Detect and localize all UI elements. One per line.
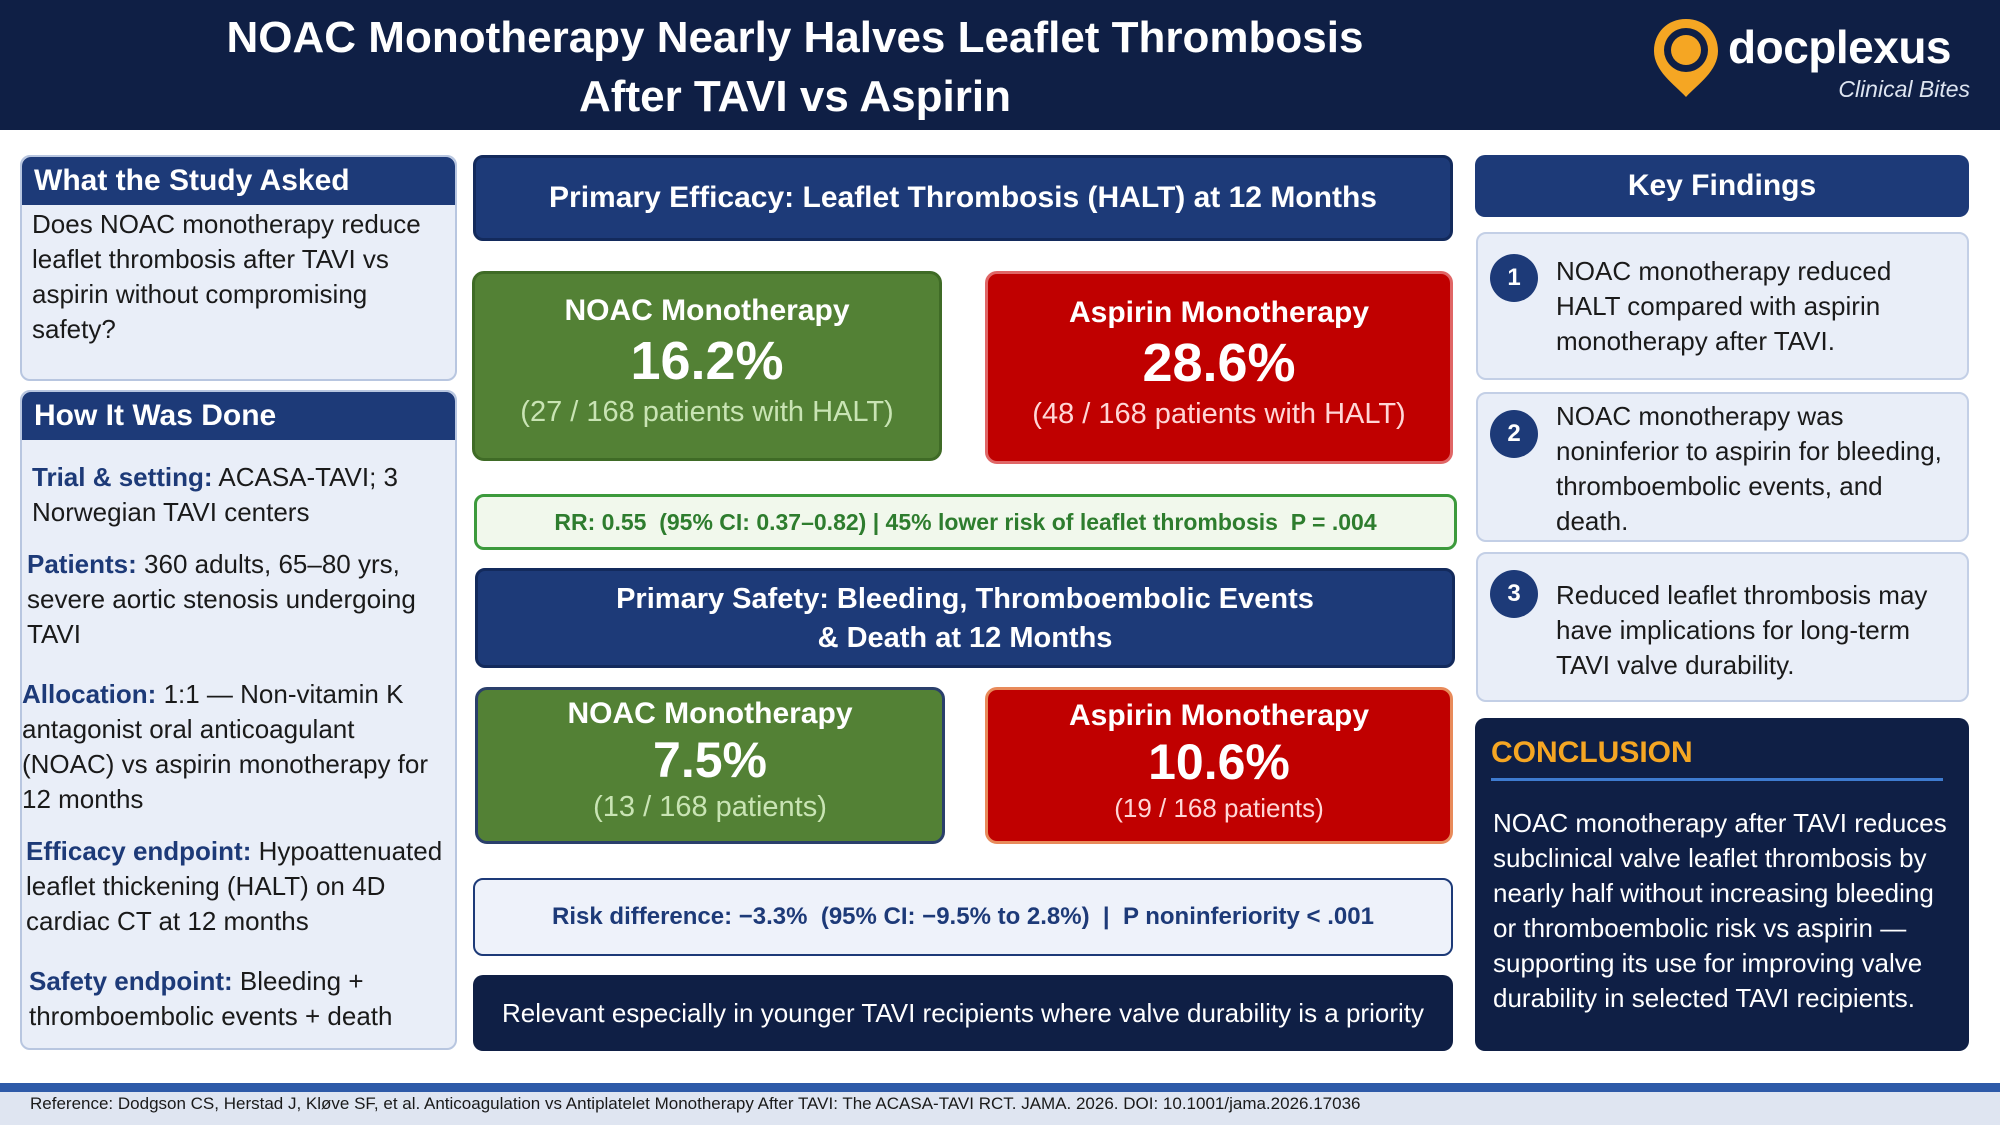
brand-logo: docplexus Clinical Bites — [1650, 14, 1980, 109]
page-title: NOAC Monotherapy Nearly Halves Leaflet T… — [150, 8, 1440, 126]
safety-aspirin-title: Aspirin Monotherapy — [1068, 699, 1369, 732]
safety-aspirin-sub: (19 / 168 patients) — [1114, 793, 1324, 823]
safety-banner-line-2: & Death at 12 Months — [817, 622, 1113, 654]
efficacy-noac-value: 16.2% — [630, 331, 784, 391]
efficacy-aspirin-box: Aspirin Monotherapy 28.6% (48 / 168 pati… — [985, 271, 1453, 464]
efficacy-aspirin-title: Aspirin Monotherapy — [1068, 296, 1369, 329]
methods-value: Hypoattenuated leaflet thickening (HALT)… — [26, 836, 443, 936]
conclusion-heading: CONCLUSION — [1491, 736, 1693, 769]
conclusion-divider — [1491, 778, 1943, 781]
conclusion-text: NOAC monotherapy after TAVI reduces subc… — [1493, 808, 1947, 1013]
relevance-note: Relevant especially in younger TAVI reci… — [473, 975, 1453, 1051]
finding-text: Reduced leaflet thrombosis may have impl… — [1556, 580, 1928, 680]
reference-citation: Reference: Dodgson CS, Herstad J, Kløve … — [30, 1094, 1361, 1113]
efficacy-aspirin-sub: (48 / 168 patients with HALT) — [1032, 398, 1406, 430]
key-finding-1: 1 NOAC monotherapy reduced HALT compared… — [1476, 232, 1969, 380]
efficacy-aspirin-value: 28.6% — [1142, 333, 1296, 393]
key-finding-3: 3 Reduced leaflet thrombosis may have im… — [1476, 552, 1969, 702]
safety-banner-line-1: Primary Safety: Bleeding, Thromboembolic… — [616, 583, 1314, 615]
location-pin-logo-icon — [1654, 19, 1718, 97]
title-line-1: NOAC Monotherapy Nearly Halves Leaflet T… — [226, 13, 1364, 62]
methods-heading: How It Was Done — [22, 392, 455, 440]
efficacy-noac-sub: (27 / 168 patients with HALT) — [520, 396, 894, 428]
safety-aspirin-value: 10.6% — [1148, 734, 1290, 790]
methods-item-efficacy: Efficacy endpoint: Hypoattenuated leafle… — [26, 834, 446, 939]
footer — [0, 1092, 2000, 1125]
safety-banner: Primary Safety: Bleeding, Thromboembolic… — [475, 568, 1455, 668]
methods-value: ACASA-TAVI; 3 Norwegian TAVI centers — [32, 462, 399, 527]
methods-label: Trial & setting: — [32, 462, 213, 492]
safety-aspirin-box: Aspirin Monotherapy 10.6% (19 / 168 pati… — [985, 687, 1453, 844]
key-findings-heading: Key Findings — [1475, 155, 1969, 217]
methods-label: Safety endpoint: — [29, 966, 233, 996]
methods-item-patients: Patients: 360 adults, 65–80 yrs, severe … — [27, 547, 442, 652]
methods-item-safety: Safety endpoint: Bleeding + thromboembol… — [29, 964, 429, 1034]
study-question-panel: What the Study Asked Does NOAC monothera… — [20, 155, 457, 381]
footer-accent-bar — [0, 1083, 2000, 1092]
brand-tagline: Clinical Bites — [1838, 76, 1970, 102]
methods-panel: How It Was Done Trial & setting: ACASA-T… — [20, 390, 457, 1050]
finding-text: NOAC monotherapy was noninferior to aspi… — [1556, 401, 1942, 536]
efficacy-noac-title: NOAC Monotherapy — [564, 294, 850, 327]
methods-value: 360 adults, 65–80 yrs, severe aortic ste… — [27, 549, 416, 649]
title-line-2: After TAVI vs Aspirin — [579, 72, 1011, 121]
finding-number-badge: 2 — [1490, 410, 1538, 458]
conclusion-panel: CONCLUSION NOAC monotherapy after TAVI r… — [1475, 718, 1969, 1051]
safety-stat-box: Risk difference: −3.3% (95% CI: −9.5% to… — [473, 878, 1453, 956]
safety-noac-sub: (13 / 168 patients) — [593, 791, 827, 823]
study-question-heading: What the Study Asked — [22, 157, 455, 205]
finding-number-badge: 1 — [1490, 254, 1538, 302]
safety-noac-title: NOAC Monotherapy — [567, 697, 853, 730]
efficacy-banner: Primary Efficacy: Leaflet Thrombosis (HA… — [473, 155, 1453, 241]
efficacy-noac-box: NOAC Monotherapy 16.2% (27 / 168 patient… — [472, 271, 942, 461]
finding-text: NOAC monotherapy reduced HALT compared w… — [1556, 256, 1892, 356]
methods-value: Bleeding + thromboembolic events + death — [29, 966, 393, 1031]
methods-value: 1:1 — Non-vitamin K antagonist oral anti… — [22, 679, 429, 814]
methods-label: Efficacy endpoint: — [26, 836, 252, 866]
methods-item-allocation: Allocation: 1:1 — Non-vitamin K antagoni… — [22, 677, 447, 817]
study-question-text: Does NOAC monotherapy reduce leaflet thr… — [32, 209, 421, 344]
methods-label: Patients: — [27, 549, 137, 579]
efficacy-stat-box: RR: 0.55 (95% CI: 0.37–0.82) | 45% lower… — [474, 494, 1457, 550]
safety-noac-box: NOAC Monotherapy 7.5% (13 / 168 patients… — [475, 687, 945, 844]
brand-name: docplexus — [1728, 21, 1952, 73]
safety-noac-value: 7.5% — [653, 732, 767, 788]
methods-label: Allocation: — [22, 679, 157, 709]
methods-item-trial: Trial & setting: ACASA-TAVI; 3 Norwegian… — [32, 460, 442, 530]
key-finding-2: 2 NOAC monotherapy was noninferior to as… — [1476, 392, 1969, 542]
finding-number-badge: 3 — [1490, 570, 1538, 618]
